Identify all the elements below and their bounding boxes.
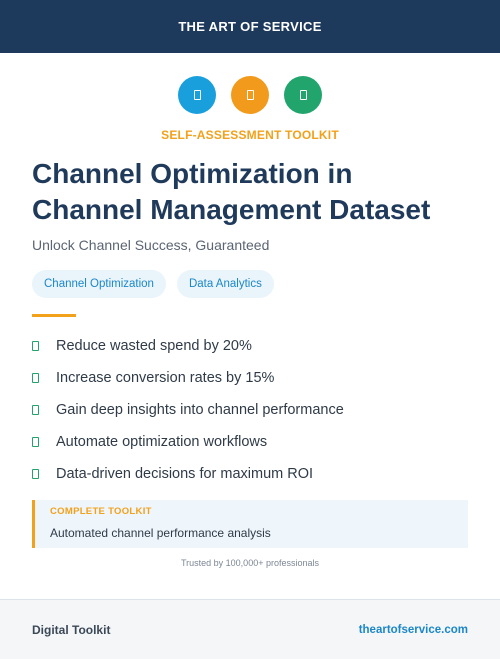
eyebrow-label: SELF-ASSESSMENT TOOLKIT [161, 128, 339, 142]
toolkit-callout: COMPLETE TOOLKIT Automated channel perfo… [32, 500, 468, 548]
tag-list: Channel Optimization Data Analytics [32, 270, 274, 298]
brand-name: THE ART OF SERVICE [178, 19, 322, 34]
icon-row [0, 76, 500, 114]
callout-label: COMPLETE TOOLKIT [50, 506, 152, 517]
check-icon [32, 469, 39, 479]
benefit-list: Reduce wasted spend by 20% Increase conv… [32, 330, 344, 490]
check-icon [32, 437, 39, 447]
list-item: Automate optimization workflows [32, 426, 344, 458]
list-item: Increase conversion rates by 15% [32, 362, 344, 394]
page-title: Channel Optimization in Channel Manageme… [32, 156, 472, 228]
tag-data-analytics[interactable]: Data Analytics [176, 270, 274, 298]
subtitle: Unlock Channel Success, Guaranteed [32, 237, 270, 253]
tag-channel-optimization[interactable]: Channel Optimization [32, 270, 166, 298]
benefit-text: Reduce wasted spend by 20% [56, 338, 252, 354]
header-bar: THE ART OF SERVICE [0, 0, 500, 53]
check-icon [32, 373, 39, 383]
check-icon [32, 341, 39, 351]
benefit-text: Gain deep insights into channel performa… [56, 402, 344, 418]
accent-divider [32, 314, 76, 317]
website-link[interactable]: theartofservice.com [358, 623, 468, 636]
list-item: Gain deep insights into channel performa… [32, 394, 344, 426]
blue-doc-icon [178, 76, 216, 114]
benefit-text: Data-driven decisions for maximum ROI [56, 466, 314, 482]
trusted-note: Trusted by 100,000+ professionals [180, 558, 319, 568]
list-item: Data-driven decisions for maximum ROI [32, 458, 344, 490]
check-icon [32, 405, 39, 415]
green-doc-icon [284, 76, 322, 114]
list-item: Reduce wasted spend by 20% [32, 330, 344, 362]
footer-bar: Digital Toolkit theartofservice.com [0, 599, 500, 659]
title-line-1: Channel Optimization in [32, 158, 353, 189]
orange-doc-icon [231, 76, 269, 114]
title-line-2: Channel Management Dataset [32, 194, 431, 225]
benefit-text: Automate optimization workflows [56, 434, 268, 450]
footer-label: Digital Toolkit [32, 622, 111, 637]
benefit-text: Increase conversion rates by 15% [56, 370, 275, 386]
callout-text: Automated channel performance analysis [50, 526, 271, 540]
